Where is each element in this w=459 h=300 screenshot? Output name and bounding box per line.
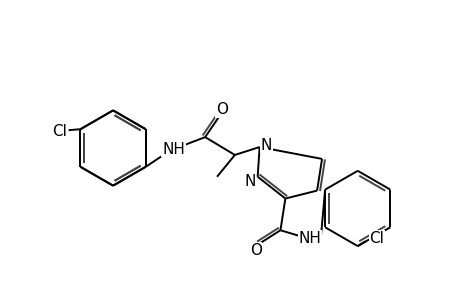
Text: N: N	[244, 174, 255, 189]
Text: O: O	[216, 102, 228, 117]
Text: O: O	[249, 243, 261, 258]
Text: NH: NH	[298, 231, 321, 246]
Text: Cl: Cl	[369, 231, 384, 246]
Text: Cl: Cl	[51, 124, 67, 139]
Text: NH: NH	[162, 142, 185, 157]
Text: N: N	[260, 137, 272, 152]
